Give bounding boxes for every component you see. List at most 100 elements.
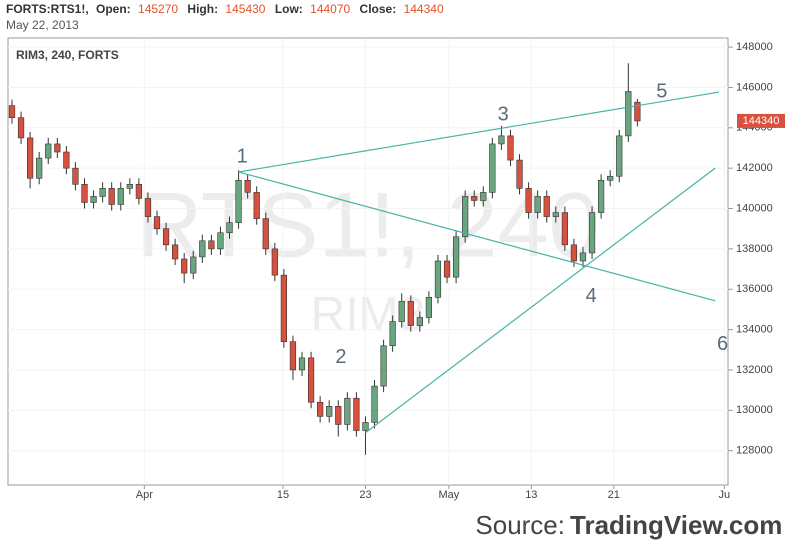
candle-body bbox=[27, 137, 34, 179]
candle-body bbox=[507, 135, 514, 161]
candle-body bbox=[389, 321, 396, 347]
candle-body bbox=[81, 184, 88, 203]
x-tick-label: 15 bbox=[277, 489, 289, 501]
candle-body bbox=[398, 301, 405, 322]
candle-body bbox=[579, 252, 587, 262]
y-tick-label: 148000 bbox=[736, 41, 773, 53]
watermark-sub: RIM3 bbox=[311, 289, 426, 342]
y-tick-label: 138000 bbox=[736, 243, 773, 255]
candle-body bbox=[226, 222, 233, 234]
candle-body bbox=[570, 244, 578, 262]
y-tick-label: 136000 bbox=[736, 283, 773, 295]
annotation: 5 bbox=[656, 80, 667, 102]
price-tag bbox=[737, 113, 785, 128]
candle-body bbox=[616, 135, 623, 177]
candle-body bbox=[126, 184, 133, 189]
candle-body bbox=[262, 218, 269, 250]
candle-body bbox=[298, 357, 306, 371]
candle-body bbox=[8, 105, 16, 119]
candle-body bbox=[434, 260, 442, 298]
candle-body bbox=[199, 240, 206, 258]
candle-body bbox=[344, 397, 351, 425]
candle-body bbox=[362, 422, 369, 431]
annotation: 6 bbox=[717, 333, 728, 355]
source-label: Source: bbox=[475, 510, 565, 540]
trendline bbox=[238, 171, 716, 302]
annotation: 3 bbox=[498, 103, 509, 125]
candle-body bbox=[307, 357, 315, 403]
x-tick-label: Apr bbox=[136, 489, 153, 501]
candle-body bbox=[326, 405, 333, 417]
low-label: Low: bbox=[275, 2, 303, 16]
y-tick-label: 146000 bbox=[736, 81, 773, 93]
candle-body bbox=[108, 188, 115, 205]
open-label: Open: bbox=[96, 2, 131, 16]
candle-body bbox=[335, 405, 342, 425]
candle-body bbox=[598, 179, 605, 213]
candle-body bbox=[543, 196, 550, 217]
plot-frame bbox=[7, 37, 729, 486]
candle-body bbox=[425, 297, 433, 318]
candle-body bbox=[208, 240, 215, 250]
candle-body bbox=[480, 192, 487, 201]
y-tick-label: 142000 bbox=[736, 162, 773, 174]
price-tag-label: 144340 bbox=[743, 115, 780, 127]
candle-body bbox=[289, 341, 297, 371]
x-tick-label: Ju bbox=[719, 489, 731, 501]
symbol: FORTS:RTS1!, bbox=[6, 2, 89, 16]
chart-title: RIM3, 240, FORTS bbox=[16, 48, 119, 62]
candle-body bbox=[634, 101, 641, 122]
candle-body bbox=[235, 179, 242, 223]
candle-body bbox=[172, 244, 179, 260]
candle-body bbox=[462, 196, 469, 238]
candle-body bbox=[253, 192, 260, 219]
candle-body bbox=[144, 198, 152, 217]
y-tick-label: 134000 bbox=[736, 324, 773, 336]
trendline bbox=[365, 167, 716, 434]
candle-body bbox=[244, 179, 251, 193]
candle-body bbox=[452, 236, 460, 278]
candle-body bbox=[552, 212, 559, 217]
candle-body bbox=[317, 401, 324, 417]
candle-body bbox=[36, 157, 43, 179]
candle-body bbox=[181, 258, 188, 274]
x-tick-label: 21 bbox=[608, 489, 620, 501]
header-line: FORTS:RTS1!, Open: 145270 High: 145430 L… bbox=[6, 2, 444, 16]
candle-body bbox=[407, 301, 414, 326]
candle-body bbox=[45, 143, 52, 159]
candle-body bbox=[17, 117, 25, 139]
candle-body bbox=[271, 248, 278, 276]
close-label: Close: bbox=[360, 2, 397, 16]
y-tick-label: 128000 bbox=[736, 445, 773, 457]
candle-body bbox=[525, 188, 532, 213]
candle-body bbox=[416, 317, 423, 326]
candle-body bbox=[353, 397, 360, 431]
candle-body bbox=[217, 232, 224, 250]
high-label: High: bbox=[187, 2, 218, 16]
candle-body bbox=[443, 260, 451, 278]
candle-body bbox=[561, 212, 568, 246]
y-tick-label: 140000 bbox=[736, 202, 773, 214]
candle-body bbox=[516, 159, 523, 189]
candle-body bbox=[534, 196, 541, 213]
candle-body bbox=[153, 216, 161, 230]
candle-body bbox=[489, 143, 496, 193]
candle-body bbox=[371, 385, 378, 423]
annotation: 4 bbox=[586, 285, 597, 307]
y-tick-label: 130000 bbox=[736, 404, 773, 416]
candle-body bbox=[588, 212, 596, 254]
candle-body bbox=[117, 188, 124, 205]
candle-body bbox=[471, 196, 478, 201]
candle-body bbox=[162, 228, 170, 246]
annotation: 2 bbox=[335, 346, 346, 368]
plot: RTS1!, 240 RIM3 bbox=[8, 38, 728, 485]
x-tick-label: 23 bbox=[359, 489, 371, 501]
high-value: 145430 bbox=[225, 2, 265, 16]
candle-body bbox=[190, 256, 197, 274]
open-value: 145270 bbox=[138, 2, 178, 16]
candle-body bbox=[54, 143, 61, 153]
candle-body bbox=[99, 188, 106, 197]
watermark: RTS1!, 240 bbox=[136, 174, 600, 276]
candle-body bbox=[280, 274, 288, 343]
